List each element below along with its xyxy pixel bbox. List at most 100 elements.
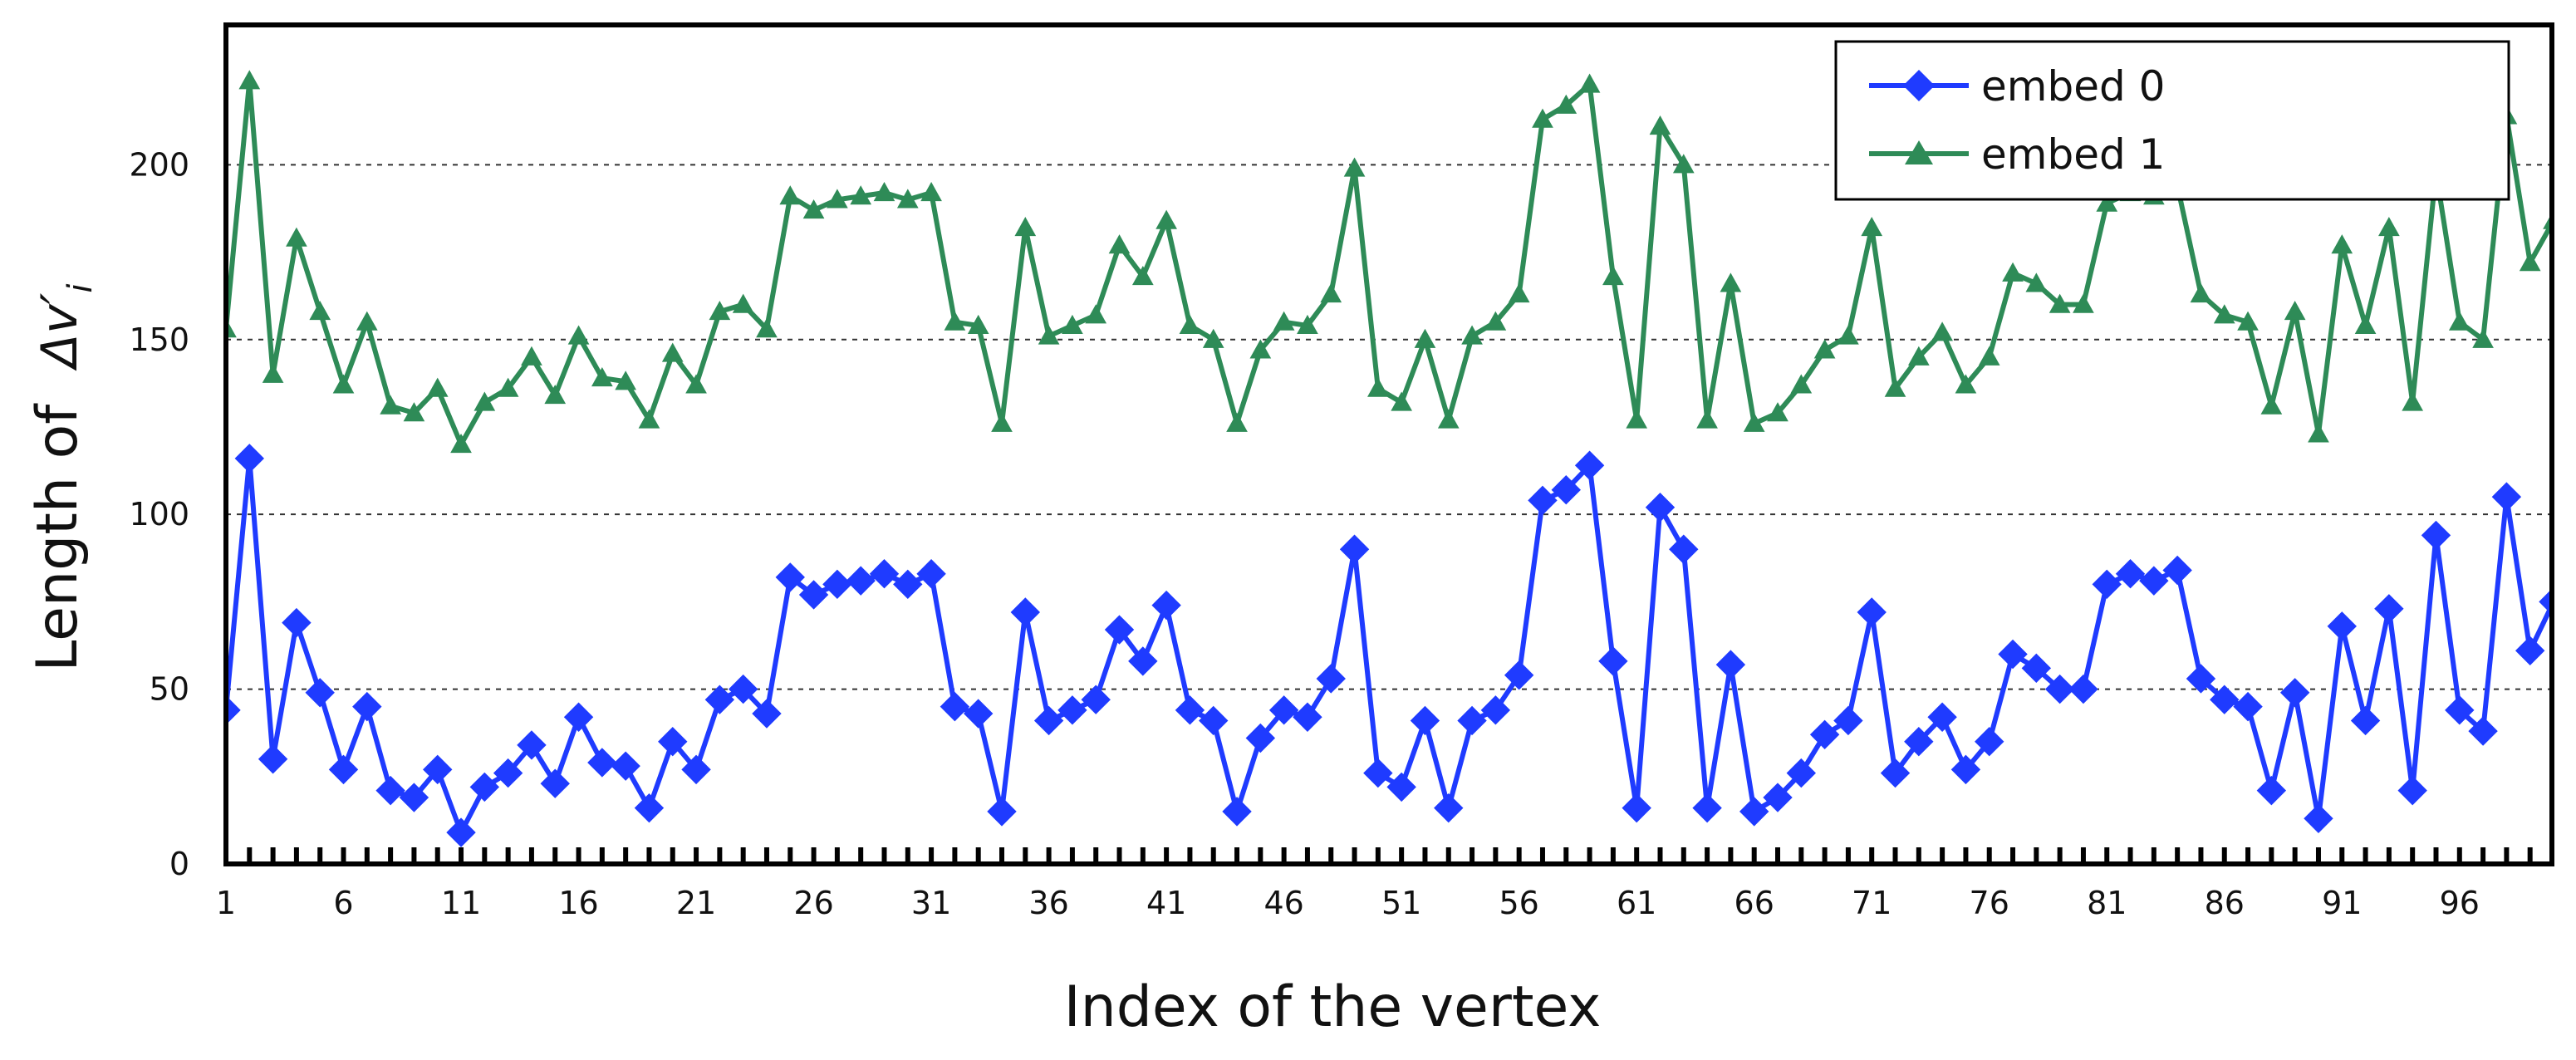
data-point-embed-1-43 <box>1202 328 1224 348</box>
legend-box <box>1834 40 2510 201</box>
data-point-embed-0-51 <box>1386 772 1416 802</box>
data-point-embed-1-28 <box>850 185 872 205</box>
data-point-embed-1-62 <box>1649 115 1671 135</box>
data-point-embed-1-72 <box>1884 377 1906 397</box>
data-point-embed-0-47 <box>1293 702 1322 732</box>
x-tick-label-81: 81 <box>2087 885 2127 921</box>
data-point-embed-1-44 <box>1226 412 1248 432</box>
data-point-embed-0-56 <box>1504 660 1534 690</box>
data-point-embed-0-85 <box>2186 664 2216 694</box>
data-point-embed-0-67 <box>1763 783 1793 812</box>
data-point-embed-0-43 <box>1199 705 1229 736</box>
data-point-embed-0-83 <box>2139 566 2169 596</box>
data-point-embed-1-2 <box>238 70 261 90</box>
data-point-embed-1-15 <box>544 385 567 405</box>
data-point-embed-0-98 <box>2491 482 2522 512</box>
data-point-embed-0-87 <box>2233 691 2263 722</box>
data-point-embed-1-66 <box>1743 412 1765 432</box>
x-tick-label-96: 96 <box>2440 885 2480 921</box>
data-point-embed-1-94 <box>2402 391 2424 411</box>
data-point-embed-1-71 <box>1861 217 1883 237</box>
data-point-embed-1-92 <box>2354 314 2377 335</box>
data-point-embed-0-26 <box>798 580 829 610</box>
data-point-embed-0-57 <box>1528 485 1558 516</box>
x-tick-label-21: 21 <box>676 885 716 921</box>
data-point-embed-1-50 <box>1367 377 1389 397</box>
data-point-embed-1-88 <box>2260 395 2283 415</box>
x-tick-label-11: 11 <box>441 885 481 921</box>
data-point-embed-0-13 <box>493 758 523 788</box>
y-tick-label-100: 100 <box>129 496 189 532</box>
data-point-embed-0-38 <box>1081 685 1111 714</box>
data-point-embed-1-89 <box>2284 301 2306 321</box>
data-point-embed-1-87 <box>2237 311 2259 331</box>
data-point-embed-0-15 <box>540 768 570 798</box>
data-point-embed-0-3 <box>258 744 288 774</box>
data-point-embed-1-4 <box>286 227 307 247</box>
data-point-embed-1-19 <box>638 409 660 429</box>
data-point-embed-0-100 <box>2539 588 2552 616</box>
y-axis-title-text: Length of Δv′i <box>25 283 100 671</box>
data-point-embed-0-2 <box>234 444 265 474</box>
data-point-embed-0-18 <box>611 751 640 781</box>
data-point-embed-1-59 <box>1578 73 1601 93</box>
data-point-embed-0-86 <box>2210 685 2240 714</box>
y-axis-title-prefix: Length of <box>25 403 91 672</box>
data-point-embed-0-69 <box>1809 719 1840 749</box>
data-point-embed-1-7 <box>356 311 378 331</box>
legend-entry-embed-0: embed 0 <box>1869 62 2165 110</box>
data-point-embed-1-97 <box>2472 328 2494 348</box>
data-point-embed-1-77 <box>2002 262 2024 282</box>
x-tick-label-56: 56 <box>1499 885 1538 921</box>
data-point-embed-1-37 <box>1062 314 1083 335</box>
x-tick-label-46: 46 <box>1263 885 1303 921</box>
data-point-embed-1-21 <box>685 374 707 394</box>
data-point-embed-1-76 <box>1978 346 2000 366</box>
data-point-embed-0-4 <box>282 607 312 638</box>
x-tick-label-71: 71 <box>1852 885 1892 921</box>
data-point-embed-1-47 <box>1297 314 1318 335</box>
data-point-embed-1-20 <box>661 342 684 362</box>
data-point-embed-0-90 <box>2304 803 2333 833</box>
data-point-embed-0-50 <box>1363 758 1393 788</box>
data-point-embed-1-6 <box>332 374 355 394</box>
data-point-embed-0-76 <box>1975 727 2004 757</box>
data-point-embed-0-25 <box>775 562 805 592</box>
data-point-embed-1-73 <box>1907 346 1930 366</box>
data-point-embed-0-77 <box>1998 639 2028 670</box>
data-point-embed-1-8 <box>380 395 401 415</box>
data-point-embed-1-26 <box>802 199 825 219</box>
y-axis-title: Length of Δv′i <box>25 283 100 671</box>
data-point-embed-0-8 <box>375 775 405 806</box>
x-tick-label-61: 61 <box>1617 885 1656 921</box>
x-axis-title: Index of the vertex <box>1064 974 1602 1040</box>
data-point-embed-0-72 <box>1880 758 1911 788</box>
data-point-embed-1-90 <box>2308 423 2329 443</box>
data-point-embed-0-46 <box>1268 695 1299 725</box>
data-point-embed-1-79 <box>2049 293 2071 313</box>
data-point-embed-0-62 <box>1645 493 1676 523</box>
data-point-embed-1-14 <box>521 346 542 366</box>
legend-label-embed-0: embed 0 <box>1981 62 2165 110</box>
y-axis-title-symbol: Δv′ <box>31 292 89 371</box>
data-point-embed-0-12 <box>469 772 500 802</box>
data-point-embed-1-27 <box>827 189 848 209</box>
data-point-embed-0-9 <box>399 783 429 812</box>
data-point-embed-0-20 <box>658 727 688 757</box>
x-tick-label-41: 41 <box>1146 885 1186 921</box>
legend: embed 0 embed 1 <box>1834 40 2510 201</box>
data-point-embed-0-7 <box>352 691 382 722</box>
data-point-embed-0-11 <box>446 817 476 847</box>
data-point-embed-1-40 <box>1131 265 1154 286</box>
data-point-embed-0-5 <box>305 678 335 708</box>
data-point-embed-0-29 <box>869 559 900 589</box>
x-axis-ticks: 1 6 11 16 21 26 31 36 41 46 51 56 61 66 71 76 81 86 91 96 <box>216 847 2533 921</box>
data-point-embed-0-78 <box>2021 653 2052 684</box>
x-tick-label-31: 31 <box>911 885 951 921</box>
data-point-embed-0-49 <box>1339 534 1370 564</box>
data-point-embed-1-35 <box>1014 217 1037 237</box>
data-point-embed-0-59 <box>1574 450 1605 480</box>
data-point-embed-0-91 <box>2327 611 2357 641</box>
data-point-embed-0-44 <box>1222 797 1252 827</box>
